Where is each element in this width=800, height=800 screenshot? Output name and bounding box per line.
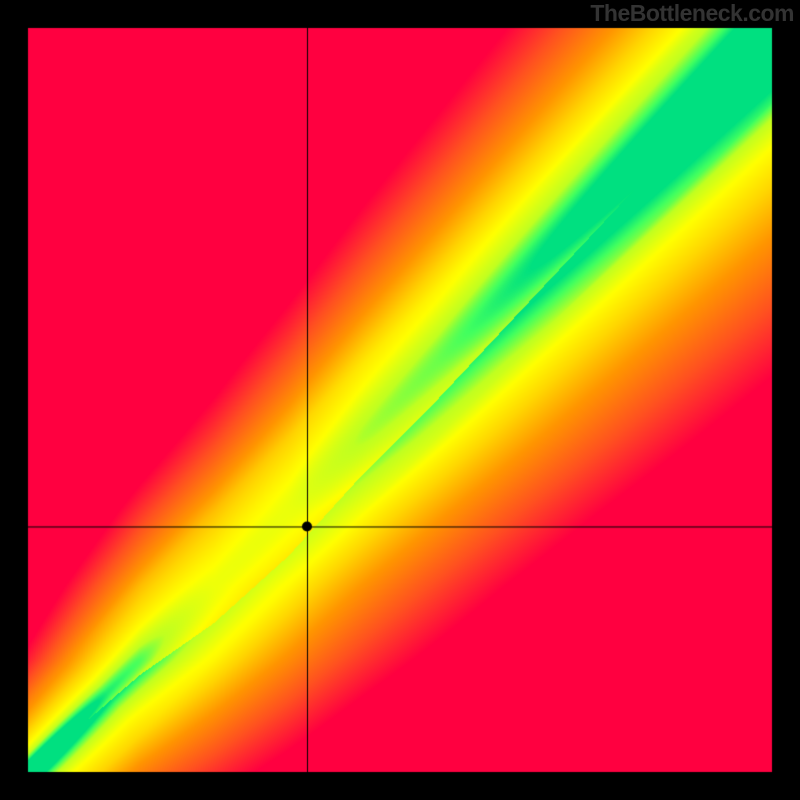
bottleneck-heatmap — [0, 0, 800, 800]
attribution-text: TheBottleneck.com — [590, 0, 794, 27]
